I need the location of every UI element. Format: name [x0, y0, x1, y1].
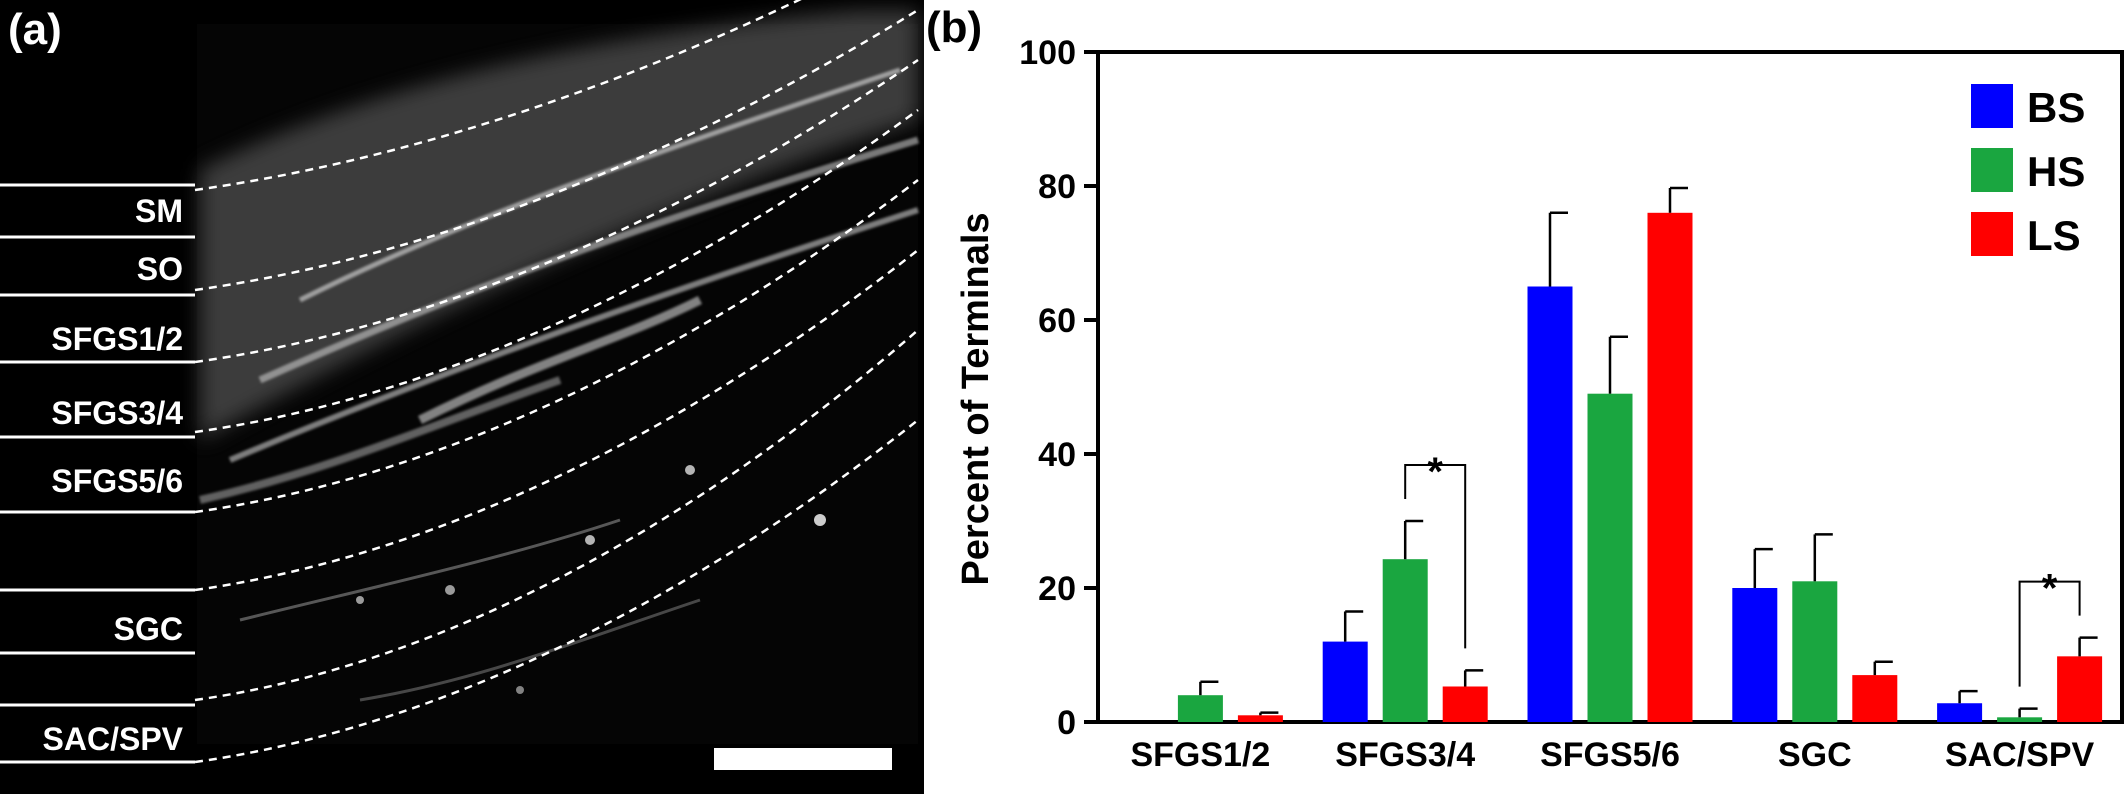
- panel-b-label: (b): [926, 3, 982, 52]
- layer-boundary-curves: [194, 0, 919, 764]
- bar: [1442, 686, 1488, 722]
- y-tick-label: 100: [1019, 34, 1076, 72]
- micrograph-svg: SM SO SFGS1/2 SFGS3/4 SFGS5/6 SGC SAC/SPV (a): [0, 0, 920, 770]
- layer-label: SAC/SPV: [43, 721, 184, 757]
- layer-boundary-line: [194, 108, 919, 434]
- legend-swatch: [1971, 148, 2013, 192]
- y-tick-label: 0: [1057, 704, 1076, 742]
- bar: [1382, 559, 1428, 722]
- x-tick-label: SGC: [1778, 736, 1852, 774]
- bar: [1732, 588, 1778, 722]
- layer-labels: SM SO SFGS1/2 SFGS3/4 SFGS5/6 SGC SAC/SPV: [43, 193, 184, 757]
- bar-chart-panel: (b) Percent of Terminals 0 20 40 60 80 100 SF…: [924, 0, 2128, 794]
- bar: [1587, 393, 1633, 722]
- layer-label: SFGS3/4: [51, 395, 183, 431]
- layer-boundary-line: [194, 58, 919, 364]
- layer-tick-lines: [0, 183, 195, 764]
- layer-boundary-line: [194, 249, 919, 592]
- fluorescence-texture: [199, 10, 920, 702]
- scale-bar: [714, 748, 892, 770]
- significance-bracket: [1404, 464, 1467, 649]
- layer-boundary-line: [194, 329, 919, 702]
- layer-boundary-line: [194, 419, 919, 764]
- bars: [1177, 212, 2103, 723]
- layer-label: SO: [137, 251, 183, 287]
- legend-label: LS: [2027, 212, 2081, 259]
- significance-bracket: [2018, 580, 2081, 687]
- bar: [1792, 581, 1838, 722]
- y-tick-label: 60: [1038, 302, 1076, 340]
- layer-label: SFGS5/6: [51, 463, 183, 499]
- x-axis: SFGS1/2 SFGS3/4 SFGS5/6 SGC SAC/SPV: [1130, 736, 2094, 774]
- y-axis-label: Percent of Terminals: [955, 212, 997, 585]
- x-tick-label: SAC/SPV: [1945, 736, 2095, 774]
- bar: [1852, 675, 1898, 722]
- bar: [1177, 695, 1223, 722]
- significance-brackets: **: [1404, 450, 2081, 687]
- significance-star: *: [2042, 567, 2058, 611]
- y-tick-label: 80: [1038, 168, 1076, 206]
- x-tick-label: SFGS5/6: [1540, 736, 1680, 774]
- x-tick-label: SFGS1/2: [1130, 736, 1270, 774]
- layer-boundary-line: [194, 179, 919, 514]
- bar: [2057, 656, 2103, 722]
- legend-swatch: [1971, 84, 2013, 128]
- micrograph-panel: SM SO SFGS1/2 SFGS3/4 SFGS5/6 SGC SAC/SPV (a): [0, 0, 924, 794]
- bar: [1937, 703, 1983, 722]
- bar: [1527, 286, 1573, 722]
- bar: [1647, 212, 1693, 723]
- bar: [1997, 717, 2043, 722]
- x-tick-label: SFGS3/4: [1335, 736, 1475, 774]
- layer-label: SGC: [114, 611, 183, 647]
- legend-swatch: [1971, 212, 2013, 256]
- y-tick-label: 20: [1038, 570, 1076, 608]
- legend: BS HS LS: [1971, 84, 2085, 259]
- bar-chart-svg: (b) Percent of Terminals 0 20 40 60 80 100 SF…: [926, 3, 2124, 774]
- bar: [1322, 641, 1368, 722]
- significance-star: *: [1427, 450, 1443, 494]
- y-axis: 0 20 40 60 80 100: [1019, 34, 1098, 742]
- panel-a-label: (a): [8, 5, 62, 54]
- y-tick-label: 40: [1038, 436, 1076, 474]
- bar: [1237, 715, 1283, 722]
- layer-label: SFGS1/2: [51, 321, 183, 357]
- legend-label: HS: [2027, 148, 2085, 195]
- legend-label: BS: [2027, 84, 2085, 131]
- layer-label: SM: [135, 193, 183, 229]
- error-bars: [1199, 186, 2098, 718]
